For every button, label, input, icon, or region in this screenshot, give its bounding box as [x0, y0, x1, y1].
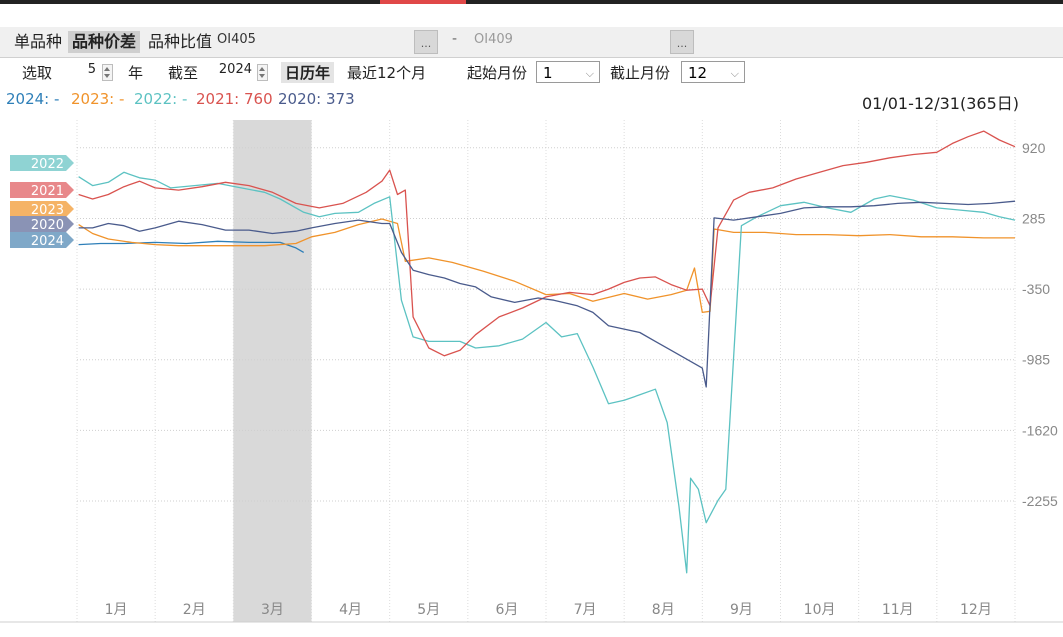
until-label: 截至 — [168, 64, 199, 82]
series-legend: 2024: - 2023: - 2022: - 2021: 760 2020: … — [0, 90, 1063, 112]
grid-layer — [76, 120, 1016, 622]
spin-up-icon[interactable] — [259, 67, 265, 71]
right-symbol-field[interactable]: OI409 — [474, 32, 513, 47]
series-layer — [78, 130, 1016, 574]
spin-down-icon[interactable] — [259, 74, 265, 78]
until-year-input[interactable]: 2024 — [218, 62, 252, 77]
series-tag-2022 — [10, 155, 74, 171]
x-axis-labels: 1月 2月 3月 4月 5月 6月 7月 8月 9月 10月 11月 12月 — [105, 602, 992, 618]
x-tick-label: 10月 — [804, 602, 836, 618]
y-tick-label: 920 — [1022, 140, 1046, 156]
years-spinner[interactable] — [102, 64, 113, 81]
series-tag-label-2020: 2020 — [31, 218, 64, 233]
until-year-spinner[interactable] — [257, 64, 268, 81]
chevron-down-icon: ⌵ — [585, 67, 594, 80]
series-line-2024[interactable] — [78, 240, 305, 253]
window-top-border — [0, 0, 1063, 4]
control-row: 选取 5 年 截至 2024 日历年 最近12个月 起始月份 1 ⌵ 截止月份 1… — [0, 58, 1063, 88]
spin-down-icon[interactable] — [104, 74, 110, 78]
x-tick-label: 11月 — [882, 602, 914, 618]
legend-item-2022: 2022: - — [134, 90, 188, 108]
x-tick-label: 2月 — [183, 602, 206, 618]
y-axis-labels: 920 285 -350 -985 -1620 -2255 — [1022, 140, 1058, 509]
date-range-label: 01/01-12/31(365日) — [861, 94, 1019, 113]
x-tick-label: 3月 — [261, 602, 284, 618]
series-tag-2021 — [10, 182, 74, 198]
end-month-select[interactable]: 12 ⌵ — [681, 61, 745, 83]
x-tick-label: 4月 — [339, 602, 362, 618]
tab-variety-spread[interactable]: 品种价差 — [68, 31, 141, 53]
right-symbol-picker-button[interactable]: ... — [670, 30, 694, 54]
y-tick-label: -2255 — [1022, 493, 1058, 509]
legend-item-2021: 2021: 760 — [196, 90, 273, 108]
series-line-2022[interactable] — [78, 171, 1016, 574]
select-label: 选取 — [22, 64, 53, 82]
mode-tab-row: 单品种 品种价差 品种比值 OI405 ... - OI409 ... — [0, 27, 1063, 58]
x-tick-label: 8月 — [652, 602, 675, 618]
start-month-select[interactable]: 1 ⌵ — [536, 61, 600, 83]
x-tick-label: 7月 — [574, 602, 597, 618]
x-tick-label: 9月 — [730, 602, 753, 618]
x-tick-label: 5月 — [417, 602, 440, 618]
x-tick-label: 6月 — [495, 602, 518, 618]
series-line-2021[interactable] — [78, 130, 1016, 357]
end-month-label: 截止月份 — [610, 64, 671, 82]
legend-item-2023: 2023: - — [71, 90, 125, 108]
start-month-value: 1 — [543, 64, 553, 82]
recent-12-months-button[interactable]: 最近12个月 — [347, 64, 427, 82]
year-unit-label: 年 — [128, 64, 144, 82]
x-tick-label: 1月 — [105, 602, 128, 618]
series-line-2023[interactable] — [78, 218, 1015, 314]
symbol-separator: - — [452, 31, 458, 47]
left-symbol-picker-button[interactable]: ... — [414, 30, 438, 54]
chevron-down-icon: ⌵ — [730, 67, 739, 80]
y-tick-label: -350 — [1022, 281, 1050, 297]
calendar-year-button[interactable]: 日历年 — [281, 62, 335, 83]
series-tag-label-2023: 2023 — [31, 203, 64, 218]
series-line-2020[interactable] — [78, 200, 1016, 388]
series-tag-label-2021: 2021 — [31, 184, 64, 199]
end-month-value: 12 — [688, 64, 708, 82]
tab-variety-ratio[interactable]: 品种比值 — [148, 32, 213, 51]
y-tick-label: -985 — [1022, 352, 1050, 368]
series-tag-2020 — [10, 216, 74, 232]
left-symbol-field[interactable]: OI405 — [217, 32, 256, 47]
years-input[interactable]: 5 — [87, 62, 96, 77]
series-tag-2023 — [10, 201, 74, 217]
series-tag-label-2024: 2024 — [31, 234, 64, 249]
legend-item-2024: 2024: - — [6, 90, 60, 108]
legend-item-2020: 2020: 373 — [278, 90, 355, 108]
tab-single-variety[interactable]: 单品种 — [14, 32, 63, 51]
start-month-label: 起始月份 — [467, 64, 528, 82]
series-tag-label-2022: 2022 — [31, 157, 64, 172]
spin-up-icon[interactable] — [104, 67, 110, 71]
x-tick-label: 12月 — [960, 602, 992, 618]
y-tick-label: -1620 — [1022, 422, 1058, 438]
y-tick-label: 285 — [1022, 210, 1046, 226]
active-window-accent — [380, 0, 466, 4]
series-tag-2024 — [10, 232, 74, 248]
